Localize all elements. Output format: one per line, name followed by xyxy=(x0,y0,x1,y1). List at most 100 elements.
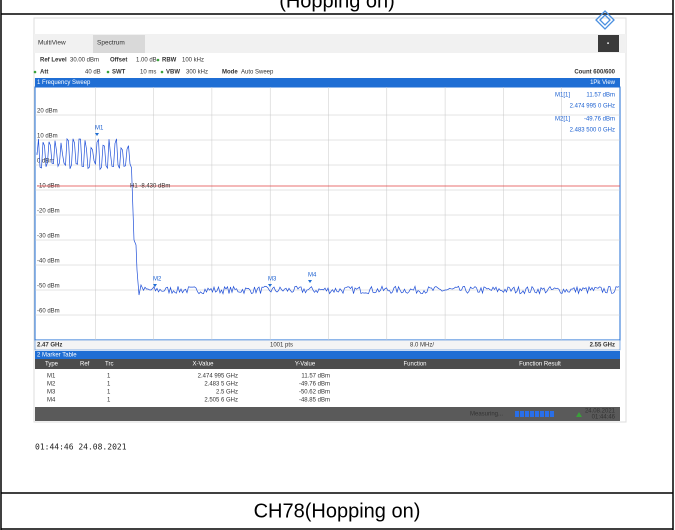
marker-icon xyxy=(95,133,99,136)
table-cell: 1 xyxy=(107,374,111,380)
status-icon xyxy=(576,412,582,417)
table-cell: M4 xyxy=(47,398,56,404)
setting: 10 ms xyxy=(140,70,156,76)
view: 1Pk View xyxy=(590,80,616,86)
menu-dot: • xyxy=(607,42,609,48)
table-cell: 2.5 GHz xyxy=(216,390,238,396)
table-cell: 2.483 5 GHz xyxy=(204,382,238,388)
table-cell: 2.505 6 GHz xyxy=(204,398,238,404)
caption: CH78(Hopping on) xyxy=(254,500,421,522)
table-cell: -48.85 dBm xyxy=(299,398,330,404)
status-dot xyxy=(106,70,110,74)
table-bar xyxy=(35,351,620,359)
footer-label: 2.55 GHz xyxy=(590,343,615,349)
status-dot xyxy=(160,70,164,74)
marker-label: M4 xyxy=(308,273,317,279)
table-header: Function xyxy=(403,362,426,368)
setting: 40 dB xyxy=(85,70,101,76)
tab-label: Spectrum xyxy=(97,40,125,47)
y-label: -60 dBm xyxy=(37,309,60,315)
marker-icon xyxy=(268,284,272,287)
window-bar xyxy=(35,78,620,87)
setting: Att xyxy=(40,70,48,76)
table-cell: 1 xyxy=(107,382,111,388)
readout-level: -49.76 dBm xyxy=(584,117,615,123)
y-label: -40 dBm xyxy=(37,259,60,265)
table-title: 2 Marker Table xyxy=(37,353,77,359)
setting: Ref Level xyxy=(40,58,67,64)
toolbar xyxy=(34,34,626,53)
footer-label: 1001 pts xyxy=(270,343,293,349)
status-time: 01:44:46 xyxy=(592,415,616,421)
readout-freq: 2.474 995 0 GHz xyxy=(570,104,615,110)
table-cell: 1 xyxy=(107,390,111,396)
setting: 100 kHz xyxy=(182,58,204,64)
progress-block xyxy=(520,411,524,417)
marker-label: M3 xyxy=(268,277,277,283)
trace xyxy=(36,137,620,296)
table-header: Type xyxy=(45,362,59,368)
setting: SWT xyxy=(112,70,126,76)
y-label: 10 dBm xyxy=(37,134,58,140)
table-cell: 1 xyxy=(107,398,111,404)
progress-block xyxy=(530,411,534,417)
tab xyxy=(93,35,145,53)
table-cell: -49.76 dBm xyxy=(299,382,330,388)
progress-block xyxy=(540,411,544,417)
progress-block xyxy=(535,411,539,417)
status-text: Measuring... xyxy=(470,412,503,418)
setting: 1.00 dB xyxy=(136,58,157,64)
table-header: Y-Value xyxy=(295,362,316,368)
table-header: Trc xyxy=(105,362,113,368)
marker-label: M2 xyxy=(153,277,162,283)
status-bar xyxy=(35,407,620,421)
setting: 30.00 dBm xyxy=(70,58,99,64)
table-header: X-Value xyxy=(193,362,215,368)
window-title: 1 Frequency Sweep xyxy=(37,80,91,86)
marker-icon xyxy=(153,284,157,287)
footer-label: 8.0 MHz/ xyxy=(410,343,434,349)
progress-block xyxy=(550,411,554,417)
threshold-label: H1 -8.430 dBm xyxy=(130,184,170,190)
setting: RBW xyxy=(162,58,177,64)
readout-level: 11.57 dBm xyxy=(586,93,615,99)
y-label: -20 dBm xyxy=(37,209,60,215)
setting: Auto Sweep xyxy=(241,70,274,76)
y-label: -50 dBm xyxy=(37,284,60,290)
table-cell: M3 xyxy=(47,390,56,396)
y-label: 20 dBm xyxy=(37,109,58,115)
table-cell: 11.57 dBm xyxy=(301,374,330,380)
setting: 300 kHz xyxy=(186,70,208,76)
readout-name: M1[1] xyxy=(555,93,570,99)
marker-label: M1 xyxy=(95,126,104,132)
status-dot xyxy=(33,70,37,74)
readout-name: M2[1] xyxy=(555,117,570,123)
table-cell: 2.474 995 GHz xyxy=(198,374,238,380)
progress-block xyxy=(515,411,519,417)
status-dot xyxy=(156,58,160,62)
table-header: Ref xyxy=(80,362,90,368)
progress-block xyxy=(525,411,529,417)
screenshot xyxy=(33,10,627,423)
timestamp: 01:44:46 24.08.2021 xyxy=(35,443,127,452)
table-cell: -50.62 dBm xyxy=(299,390,330,396)
table-header: Function Result xyxy=(519,362,561,368)
count: Count 600/600 xyxy=(574,70,615,76)
top-caption: (Hopping on) xyxy=(279,0,395,12)
plot-area xyxy=(34,86,621,341)
y-label: -10 dBm xyxy=(37,184,60,190)
setting: VBW xyxy=(166,70,180,76)
table-cell: M2 xyxy=(47,382,56,388)
setting: Offset xyxy=(110,58,127,64)
footer-label: 2.47 GHz xyxy=(37,343,62,349)
marker-icon xyxy=(308,280,312,283)
y-label: -30 dBm xyxy=(37,234,60,240)
logo xyxy=(595,10,615,30)
progress-block xyxy=(545,411,549,417)
table-header xyxy=(35,359,620,369)
status-date: 24.08.2021 xyxy=(585,409,616,415)
menu-button xyxy=(598,35,619,52)
tab-label: MultiView xyxy=(38,40,66,47)
readout-freq: 2.483 500 0 GHz xyxy=(570,128,615,134)
